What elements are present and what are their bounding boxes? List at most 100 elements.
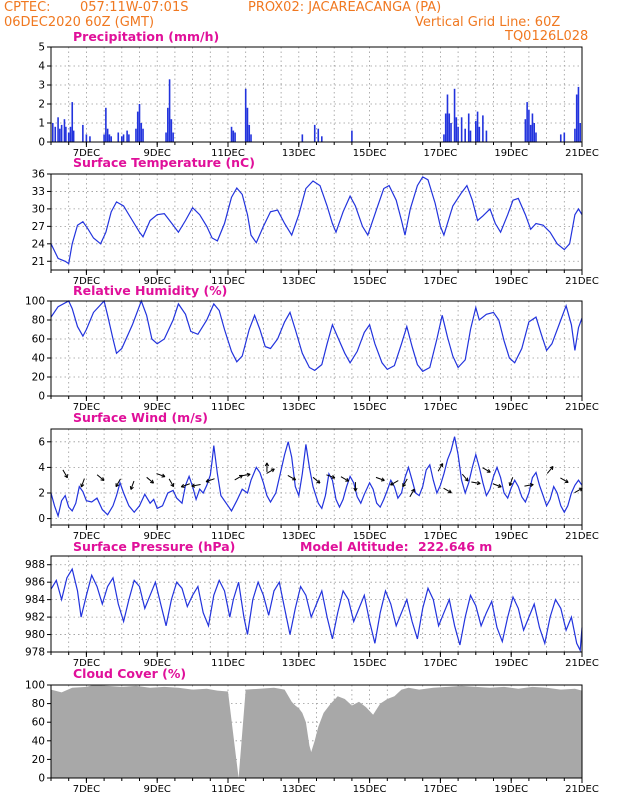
temperature-panel: Surface Temperature (nC) 21 24 27 30 33 36 7DEC… — [32, 155, 599, 287]
wind-xtick-label: 21DEC — [565, 531, 599, 542]
humidity-xtick-label: 15DEC — [353, 402, 387, 413]
precip-bar — [444, 113, 447, 142]
wind-arrow — [181, 483, 190, 488]
pressure-xtick-label: 17DEC — [424, 658, 458, 669]
precip-bar — [63, 119, 66, 142]
precip-bar — [443, 134, 445, 142]
pressure-xtick-label: 9DEC — [144, 658, 171, 669]
precip-bar — [232, 130, 235, 142]
cloud-cover-xtick-label: 21DEC — [565, 784, 599, 795]
wind-arrow-head — [247, 473, 251, 477]
precip-bar — [128, 134, 130, 142]
wind-ytick-label: 4 — [38, 462, 45, 474]
precip-bar — [446, 94, 449, 142]
header-source: CPTEC: — [4, 0, 51, 15]
cloud-cover-title: Cloud Cover (%) — [73, 666, 186, 681]
pressure-ytick-label: 988 — [25, 559, 45, 571]
cloud-cover-xtick-label: 15DEC — [353, 784, 387, 795]
precip-bar — [457, 126, 459, 142]
wind-arrow-head — [497, 486, 502, 488]
precip-bar — [65, 126, 67, 142]
precip-bar — [453, 88, 456, 142]
wind-xtick-label: 19DEC — [494, 531, 528, 542]
humidity-xtick-label: 21DEC — [565, 402, 599, 413]
header-code: TQ0126L028 — [505, 29, 589, 44]
header-coords: 057:11W-07:01S — [80, 0, 189, 15]
precip-bar — [563, 132, 566, 142]
precip-bar — [106, 128, 109, 142]
wind-arrow — [168, 478, 175, 487]
pressure-title: Surface Pressure (hPa) — [73, 539, 235, 554]
precip-bar — [485, 130, 488, 142]
cloud-cover-xtick-label: 11DEC — [211, 784, 245, 795]
precip-bar — [321, 136, 323, 142]
precip-bar — [136, 111, 139, 142]
temperature-title: Surface Temperature (nC) — [73, 155, 255, 170]
pressure-xtick-label: 11DEC — [211, 658, 245, 669]
precip-bar — [108, 134, 111, 142]
wind-arrow-head — [476, 483, 481, 486]
precip-bar — [464, 128, 466, 142]
precipitation-ytick-label: 2 — [38, 99, 45, 111]
wind-arrow — [509, 477, 514, 486]
temperature-ytick-label: 30 — [32, 203, 45, 215]
precip-bar — [168, 79, 171, 142]
cloud-cover-ytick-label: 20 — [32, 754, 45, 766]
precip-bar — [531, 113, 534, 142]
wind-arrow-head — [161, 476, 166, 478]
cloud-cover-ytick-label: 40 — [32, 735, 45, 747]
precipitation-xtick-label: 21DEC — [565, 148, 599, 159]
precip-bar — [126, 130, 128, 142]
humidity-panel: Relative Humidity (%) 0 20 40 60 80 100 7DEC 9DE… — [25, 283, 599, 413]
precip-bar — [469, 130, 472, 142]
cloud-cover-xtick-label: 17DEC — [424, 784, 458, 795]
wind-arrow-head — [353, 487, 356, 492]
precip-bar — [230, 126, 233, 142]
precipitation-ytick-label: 4 — [38, 61, 45, 73]
wind-xtick-label: 17DEC — [424, 531, 458, 542]
wind-arrow — [437, 463, 444, 472]
precipitation-title: Precipitation (mm/h) — [73, 29, 219, 44]
cloud-cover-ytick-label: 60 — [32, 717, 45, 729]
temperature-xtick-label: 19DEC — [494, 276, 528, 287]
precip-bar — [172, 132, 174, 142]
precip-bar — [528, 109, 530, 142]
temperature-ytick-label: 27 — [32, 221, 45, 233]
pressure-ytick-label: 984 — [25, 594, 45, 606]
wind-arrow — [482, 467, 491, 473]
pressure-line — [50, 567, 583, 653]
temperature-line — [50, 176, 583, 265]
precip-bar — [170, 119, 173, 142]
wind-arrow — [471, 481, 481, 485]
wind-arrow-head — [316, 481, 321, 484]
temperature-xtick-label: 17DEC — [424, 276, 458, 287]
wind-panel: Surface Wind (m/s) 0 2 4 6 7DEC 9DEC 11DEC 13DEC… — [38, 410, 599, 542]
wind-ytick-label: 2 — [38, 488, 45, 500]
precip-bar — [67, 132, 70, 142]
precip-bar — [142, 128, 144, 142]
precip-bar — [455, 117, 458, 142]
humidity-ytick-label: 0 — [38, 391, 45, 403]
wind-arrow — [62, 469, 68, 478]
precip-bar — [301, 134, 304, 142]
humidity-ytick-label: 100 — [25, 296, 45, 308]
precipitation-xtick-label: 13DEC — [282, 148, 316, 159]
precip-bar — [140, 123, 143, 142]
cloud-cover-ytick-label: 0 — [38, 773, 45, 785]
humidity-ytick-label: 80 — [32, 315, 45, 327]
wind-arrow-head — [530, 484, 534, 488]
precip-bar — [167, 107, 169, 142]
wind-xtick-label: 9DEC — [144, 531, 171, 542]
precip-bar — [110, 136, 112, 142]
wind-arrow — [574, 487, 583, 494]
wind-arrow-head — [266, 462, 270, 467]
temperature-ytick-label: 33 — [32, 186, 45, 198]
wind-arrow-head — [180, 483, 184, 488]
humidity-xtick-label: 11DEC — [211, 402, 245, 413]
wind-arrow — [266, 468, 275, 474]
precip-bar — [575, 94, 578, 142]
precip-bar — [246, 107, 249, 142]
pressure-xtick-label: 15DEC — [353, 658, 387, 669]
precip-bar — [529, 124, 532, 142]
temperature-xtick-label: 9DEC — [144, 276, 171, 287]
